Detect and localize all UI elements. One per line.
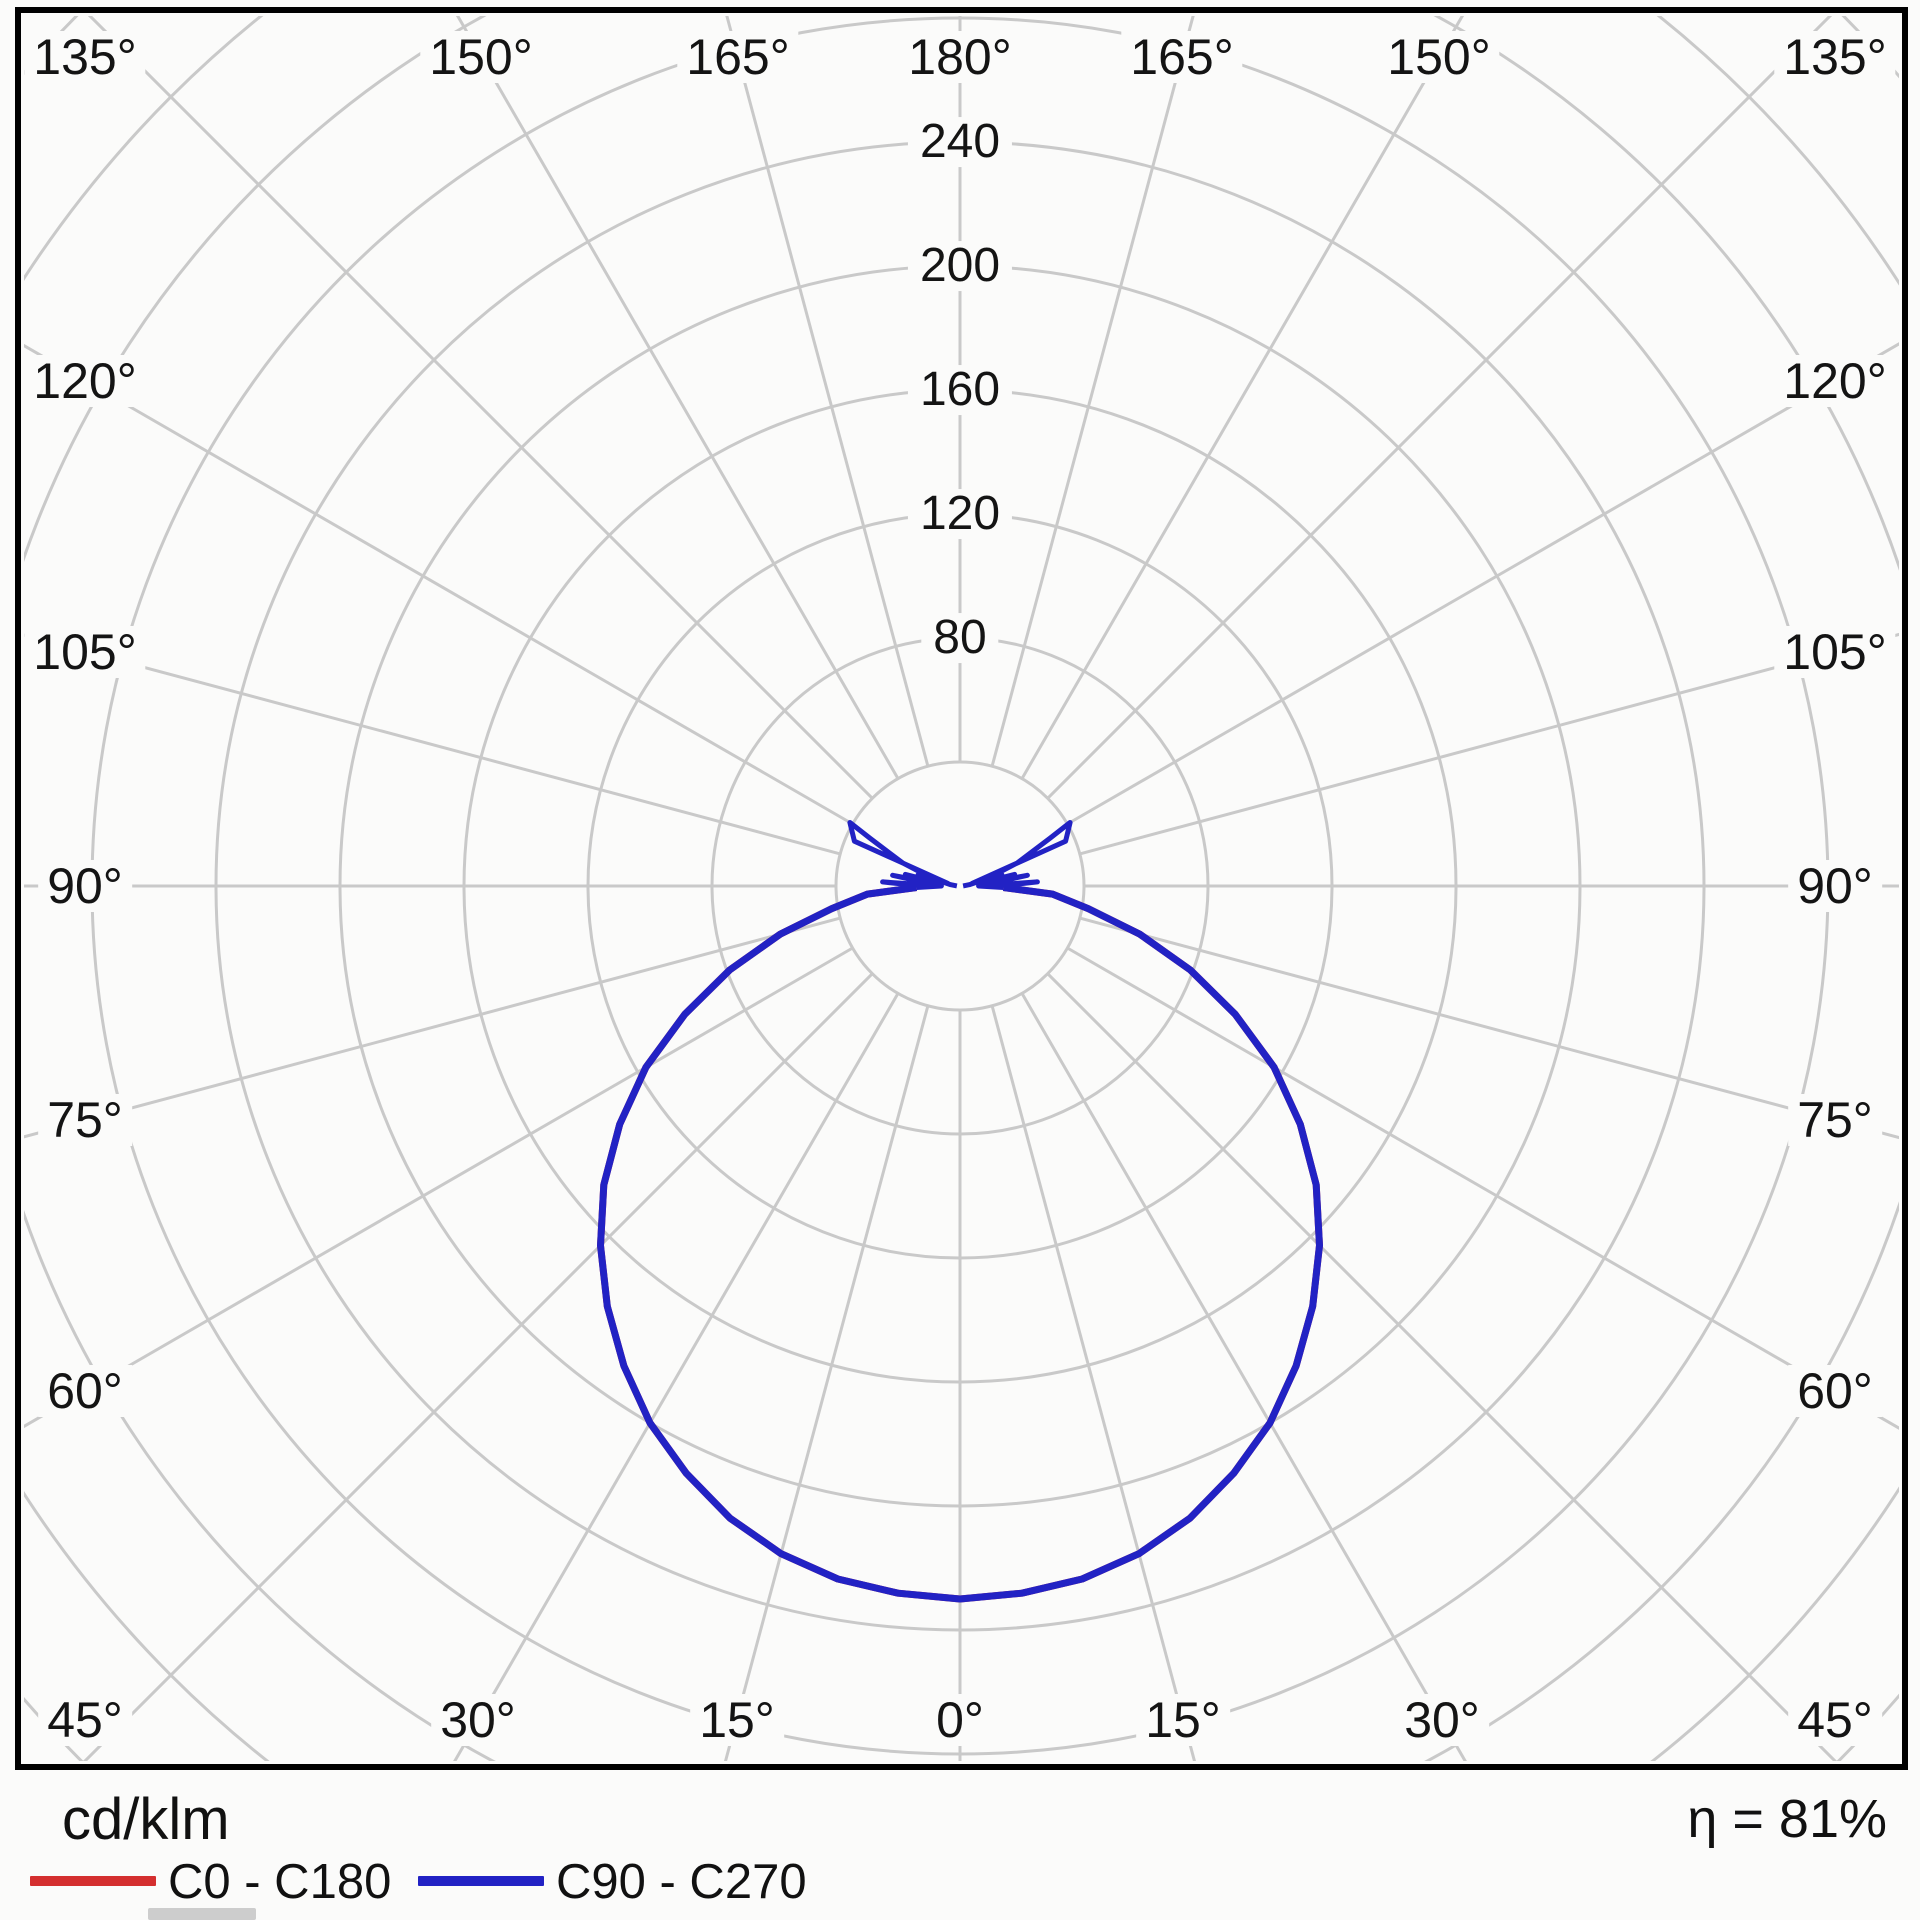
angle-label-165-top: 165° <box>1121 31 1243 83</box>
angle-label-75-right: 75° <box>1788 1094 1882 1146</box>
radial-tick-label-160: 160 <box>907 365 1013 415</box>
grid-ray-195 <box>725 16 930 767</box>
grid-ray-150 <box>1020 16 1465 780</box>
grid-ray-135 <box>1046 16 1833 800</box>
grid-ray-105 <box>1079 632 1899 856</box>
radial-tick-label-240: 240 <box>907 117 1013 167</box>
grid-circle-40 <box>834 760 1086 1012</box>
grid-ray-165 <box>990 16 1195 767</box>
angle-label-60-left: 60° <box>38 1365 132 1417</box>
radial-tick-label-80: 80 <box>921 613 999 663</box>
grid-ray-315 <box>82 972 874 1761</box>
angle-label-105-left: 105° <box>24 626 146 678</box>
grid-ray-45 <box>1046 972 1838 1761</box>
radial-tick-label-200: 200 <box>907 241 1013 291</box>
angle-label-15-bottom: 15° <box>1136 1694 1230 1746</box>
grid-ray-255 <box>24 633 841 856</box>
angle-label-105-right: 105° <box>1774 626 1896 678</box>
radial-tick-label-120: 120 <box>907 489 1013 539</box>
angle-label-150-top: 150° <box>420 31 542 83</box>
grid-ray-30 <box>1020 992 1467 1761</box>
angle-label-0-bottom: 0° <box>927 1694 993 1746</box>
angle-label-180-top: 180° <box>899 31 1021 83</box>
legend-swatch-c90-c270 <box>418 1876 544 1886</box>
grid-ray-75 <box>1079 916 1899 1140</box>
angle-label-165-top: 165° <box>677 31 799 83</box>
efficiency-value: η = 81% <box>1687 1789 1887 1849</box>
angle-label-135-right: 135° <box>1774 31 1896 83</box>
angle-label-90-right: 90° <box>1788 860 1882 912</box>
angle-label-45-left: 45° <box>38 1694 132 1746</box>
grid-ray-120 <box>1066 342 1899 826</box>
angle-label-30-bottom: 30° <box>431 1694 525 1746</box>
angle-label-60-right: 60° <box>1788 1365 1882 1417</box>
legend-label-c0-c180: C0 - C180 <box>168 1855 392 1909</box>
grid-ray-210 <box>455 16 900 780</box>
legend-label-c90-c270: C90 - C270 <box>556 1855 807 1909</box>
grid-ray-240 <box>24 343 854 826</box>
grid-ray-330 <box>453 992 900 1761</box>
curve-c90-c270-side-lobe-left <box>847 820 958 890</box>
grid-ray-225 <box>87 16 874 800</box>
cropped-content-artifact <box>148 1908 256 1920</box>
grid-ray-345 <box>723 1005 930 1761</box>
angle-label-15-bottom: 15° <box>690 1694 784 1746</box>
grid-ray-300 <box>24 946 854 1429</box>
grid-ray-60 <box>1066 946 1899 1430</box>
angle-label-75-left: 75° <box>38 1094 132 1146</box>
angle-label-120-left: 120° <box>24 355 146 407</box>
curve-c90-c270-side-lobe-right <box>962 820 1073 890</box>
radial-unit-label: cd/klm <box>62 1787 230 1852</box>
angle-label-45-right: 45° <box>1788 1694 1882 1746</box>
plot-frame <box>15 7 1908 1770</box>
angle-label-150-top: 150° <box>1378 31 1500 83</box>
angle-label-135-left: 135° <box>24 31 146 83</box>
grid-ray-15 <box>990 1005 1197 1761</box>
angle-label-30-bottom: 30° <box>1395 1694 1489 1746</box>
angle-label-120-right: 120° <box>1774 355 1896 407</box>
angle-label-90-left: 90° <box>38 860 132 912</box>
legend-swatch-c0-c180 <box>30 1876 156 1886</box>
grid-ray-285 <box>24 916 841 1139</box>
curve-c90-c270 <box>597 884 1323 1603</box>
